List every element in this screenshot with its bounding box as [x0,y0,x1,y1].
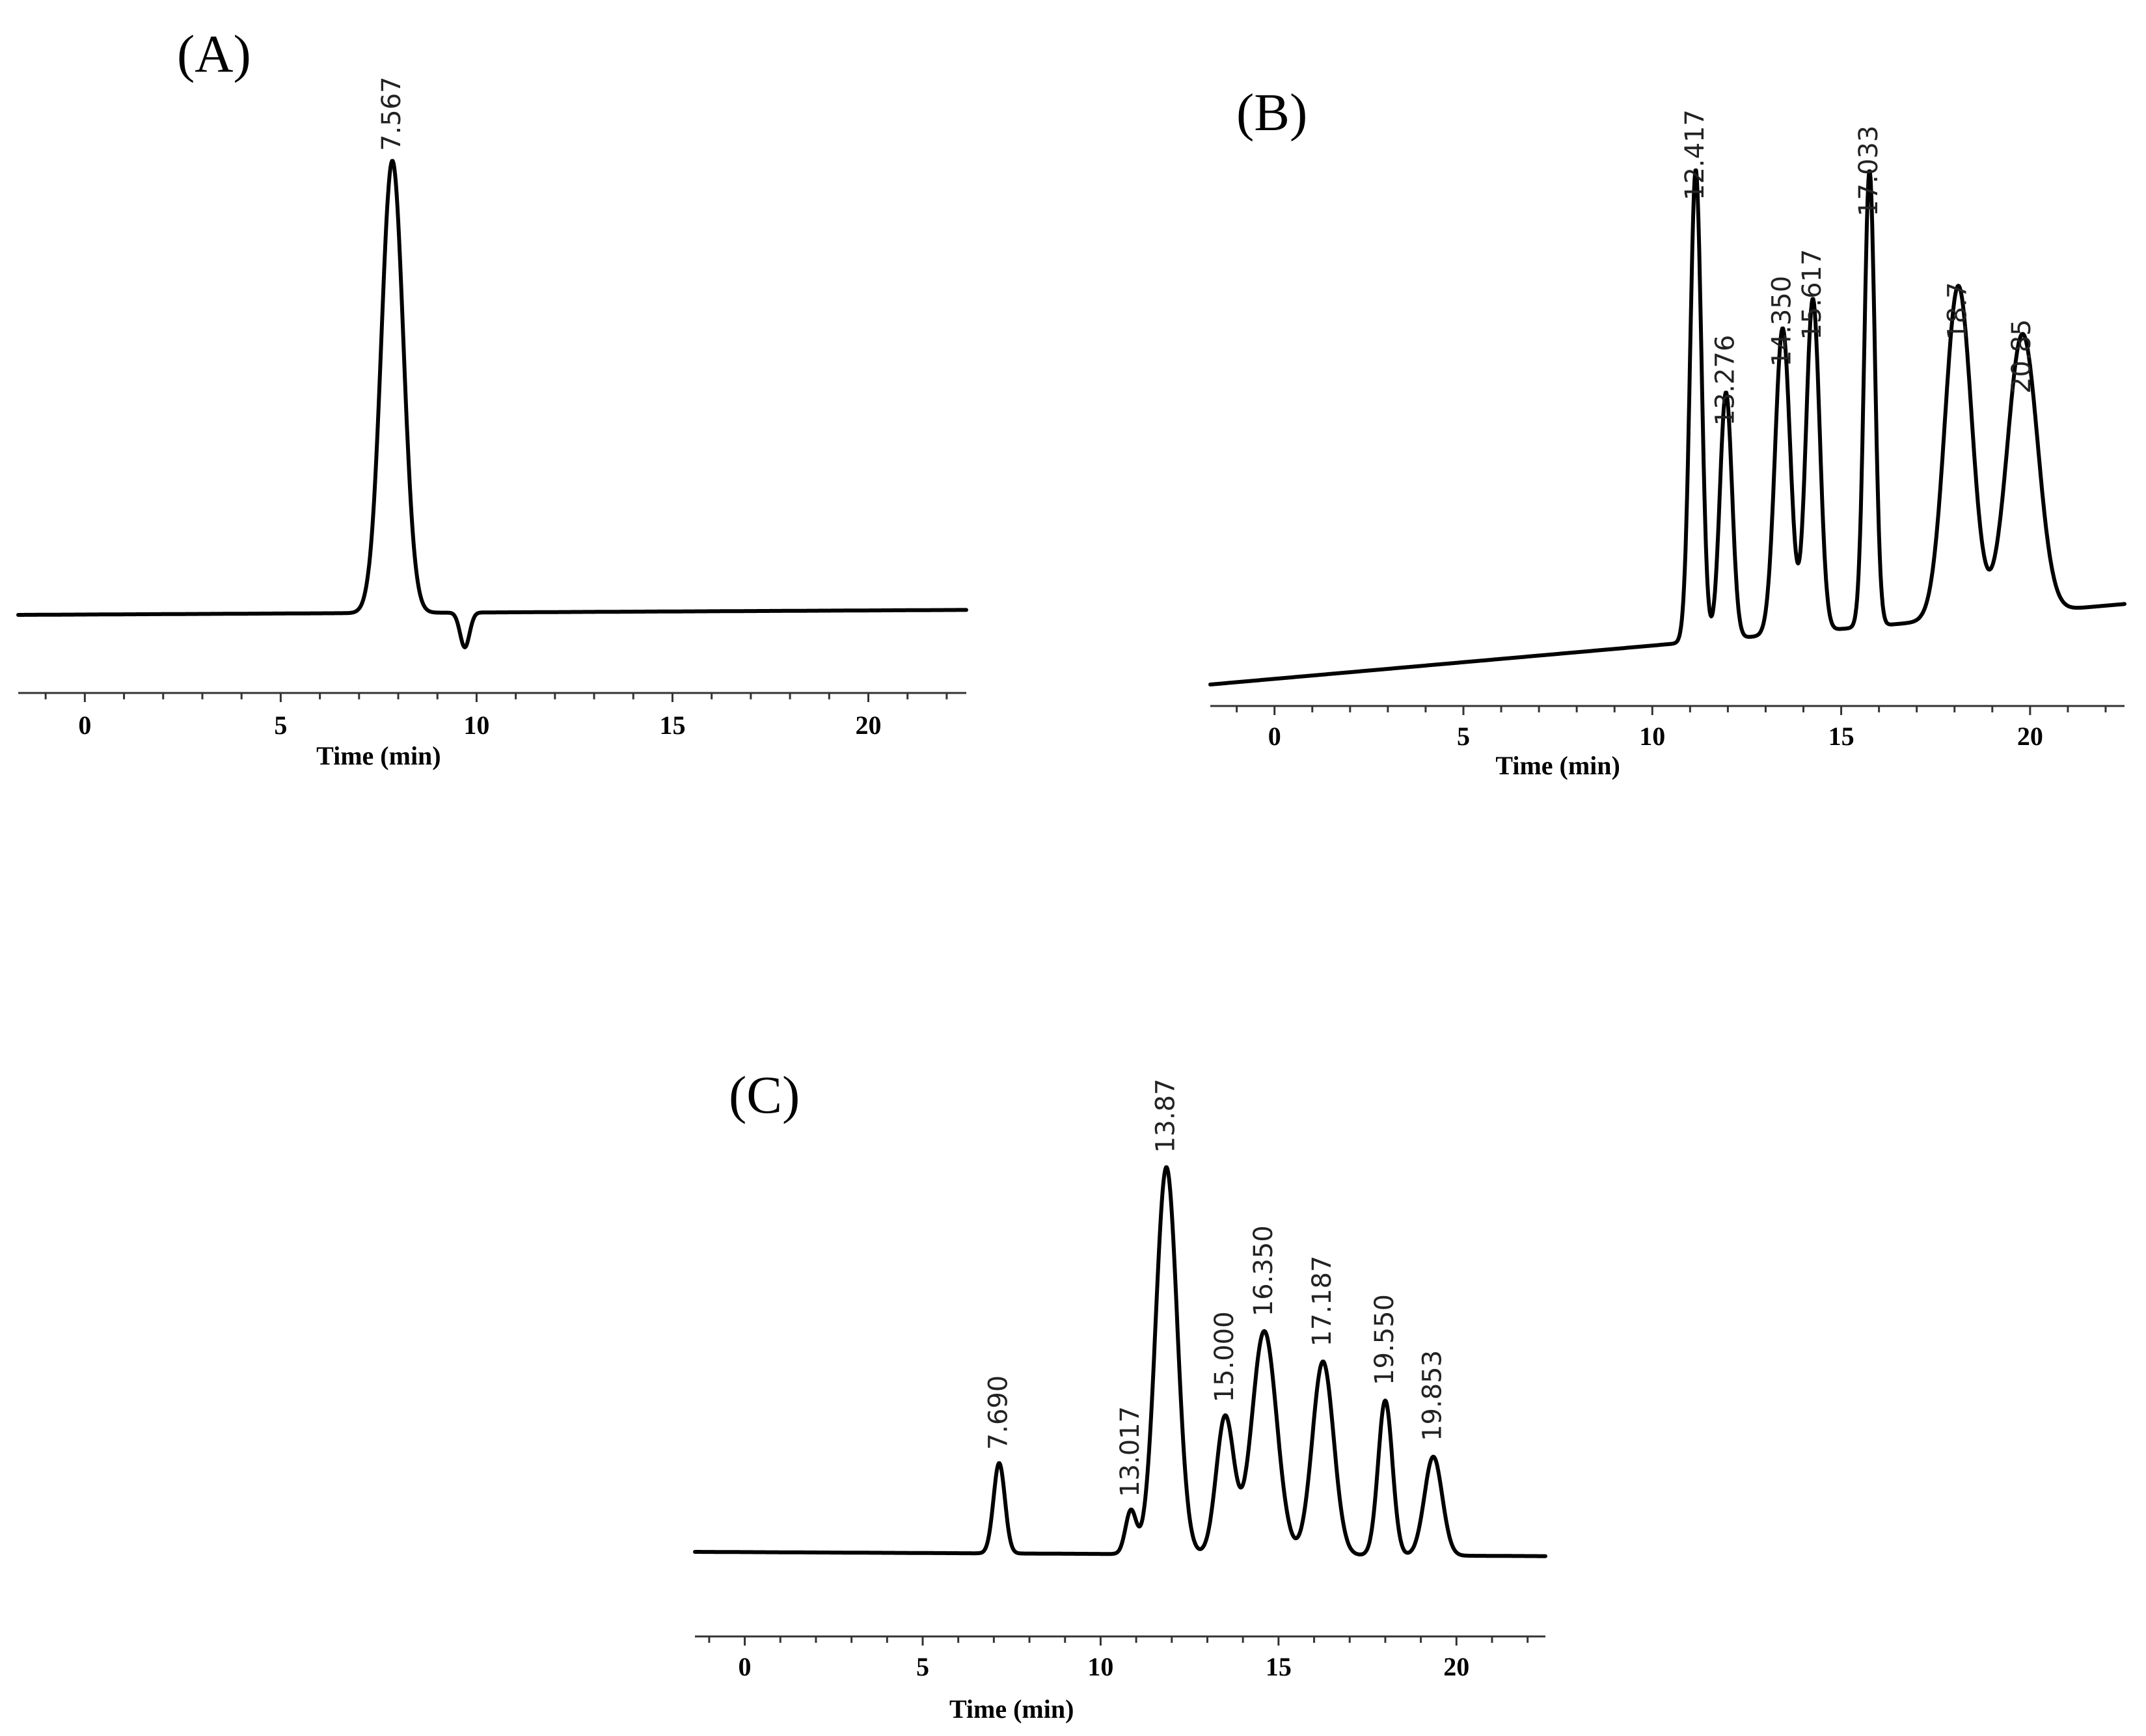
x-tick-label: 15 [1266,1652,1292,1681]
chromatogram-trace [693,1165,1547,1558]
peak-label: 13.017 [1115,1406,1145,1497]
panel-label: (B) [1236,83,1307,142]
peak-label: 12.417 [1680,109,1710,200]
peak-label: 17.187 [1307,1256,1337,1347]
panel-label: (A) [177,24,251,83]
x-tick-label: 0 [78,711,91,740]
peak-label: 13.87 [1151,1078,1181,1153]
peak-label: 19.853 [1418,1350,1448,1441]
x-tick-label: 5 [1457,722,1470,751]
x-tick-label: 0 [1268,722,1281,751]
panel-b: (B) 12.417 13.276 14.350 15.617 17.033 18.7 20.… [1208,83,2126,780]
x-tick-label: 15 [1828,722,1854,751]
panel-a: (A) 7.567 0 5 10 15 20 Time (min) [16,24,968,770]
peak-label: 7.567 [377,76,407,151]
peak-label: 14.350 [1767,276,1797,367]
peak-label: 13.276 [1711,335,1741,426]
peak-label: 19.550 [1370,1294,1400,1385]
x-tick-label: 20 [855,711,881,740]
x-tick-label: 0 [739,1652,752,1681]
x-tick-label: 15 [659,711,685,740]
peak-label: 16.350 [1249,1225,1279,1316]
x-tick-label: 5 [274,711,287,740]
x-axis-title: Time (min) [949,1694,1074,1724]
peak-label: 15.000 [1210,1311,1240,1402]
peak-label: 15.617 [1797,249,1827,340]
chromatogram-trace [16,159,968,649]
x-axis-title: Time (min) [1495,751,1620,780]
panel-label: (C) [729,1065,800,1124]
peak-label: 17.033 [1854,126,1884,217]
x-axis-title: Time (min) [316,741,441,770]
peak-label: 18.7 [1943,282,1973,340]
x-tick-label: 10 [1639,722,1665,751]
x-tick-label: 20 [2017,722,2043,751]
panel-c: (C) 7.690 13.017 13.87 15.000 16.350 17.187 19.… [693,1065,1547,1724]
x-tick-label: 5 [916,1652,929,1681]
x-tick-label: 20 [1443,1652,1469,1681]
x-tick-label: 10 [463,711,489,740]
peak-label: 7.690 [984,1376,1014,1450]
peak-label: 20.85 [2007,319,2037,394]
chromatogram-trace [1208,168,2126,686]
x-tick-label: 10 [1087,1652,1113,1681]
